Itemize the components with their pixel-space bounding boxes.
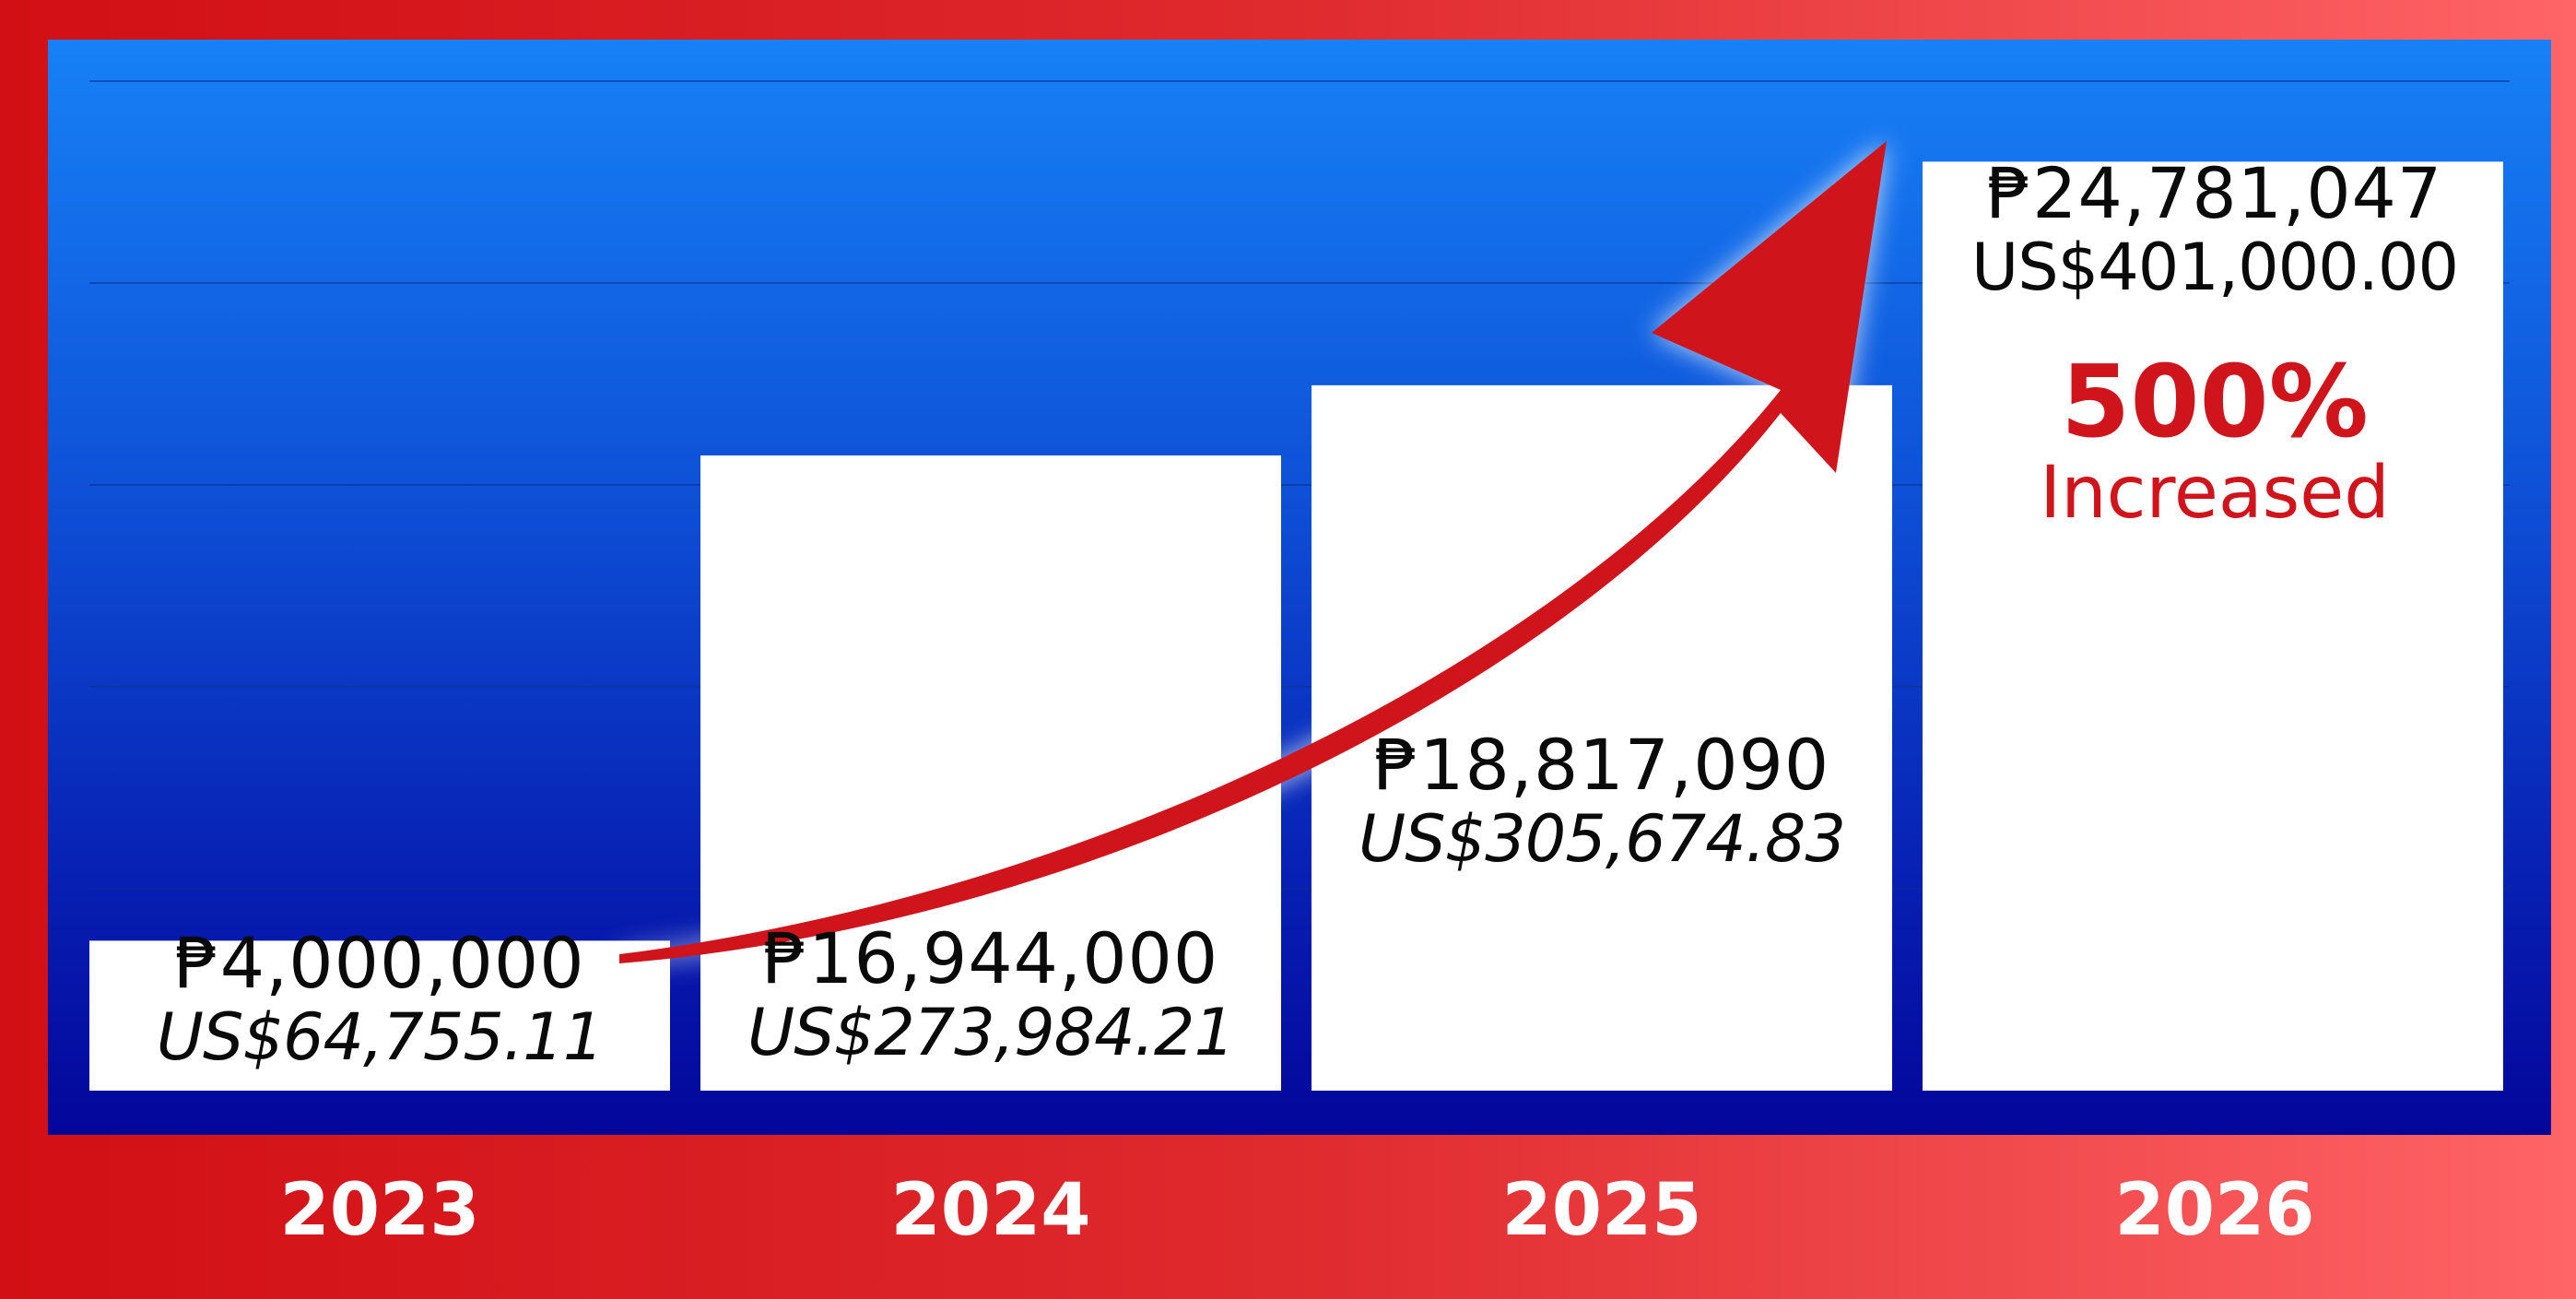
bar-label-2023: ₱4,000,000 US$64,755.11 bbox=[89, 925, 670, 1073]
php-value-label: ₱4,000,000 bbox=[174, 922, 585, 1004]
usd-value-label: US$64,755.11 bbox=[156, 998, 604, 1075]
plot-area: ₱4,000,000 US$64,755.11 ₱16,944,000 US$2… bbox=[48, 40, 2551, 1135]
increase-percent: 500% bbox=[2061, 345, 2369, 460]
x-tick-label-2025: 2025 bbox=[1501, 1169, 1702, 1252]
usd-value-label: US$401,000.00 bbox=[1971, 229, 2459, 305]
bar-2025 bbox=[1312, 384, 1892, 1092]
bar-chart bbox=[89, 80, 2510, 1092]
x-tick-label-2026: 2026 bbox=[2114, 1169, 2315, 1252]
growth-arrow-shape bbox=[619, 141, 1887, 963]
bar-label-2026: ₱24,781,047 US$401,000.00 bbox=[1924, 155, 2505, 303]
increase-annotation: 500% Increased bbox=[1924, 350, 2505, 534]
php-value-label: ₱24,781,047 bbox=[1986, 152, 2443, 234]
usd-value-label: US$305,674.83 bbox=[1359, 800, 1846, 877]
bars bbox=[89, 161, 2503, 1092]
x-tick-label-2023: 2023 bbox=[279, 1169, 480, 1252]
bar-label-2025: ₱18,817,090 US$305,674.83 bbox=[1312, 726, 1892, 875]
x-tick-label-2024: 2024 bbox=[890, 1169, 1091, 1252]
usd-value-label: US$273,984.21 bbox=[747, 994, 1235, 1070]
increase-text: Increased bbox=[2040, 452, 2390, 536]
growth-arrow bbox=[619, 141, 1887, 963]
bar-label-2024: ₱16,944,000 US$273,984.21 bbox=[700, 920, 1281, 1069]
php-value-label: ₱16,944,000 bbox=[762, 917, 1219, 999]
bar-2024 bbox=[700, 455, 1281, 1091]
bar-2023 bbox=[89, 940, 670, 1091]
php-value-label: ₱18,817,090 bbox=[1373, 724, 1830, 806]
bar-2026 bbox=[1923, 161, 2503, 1092]
